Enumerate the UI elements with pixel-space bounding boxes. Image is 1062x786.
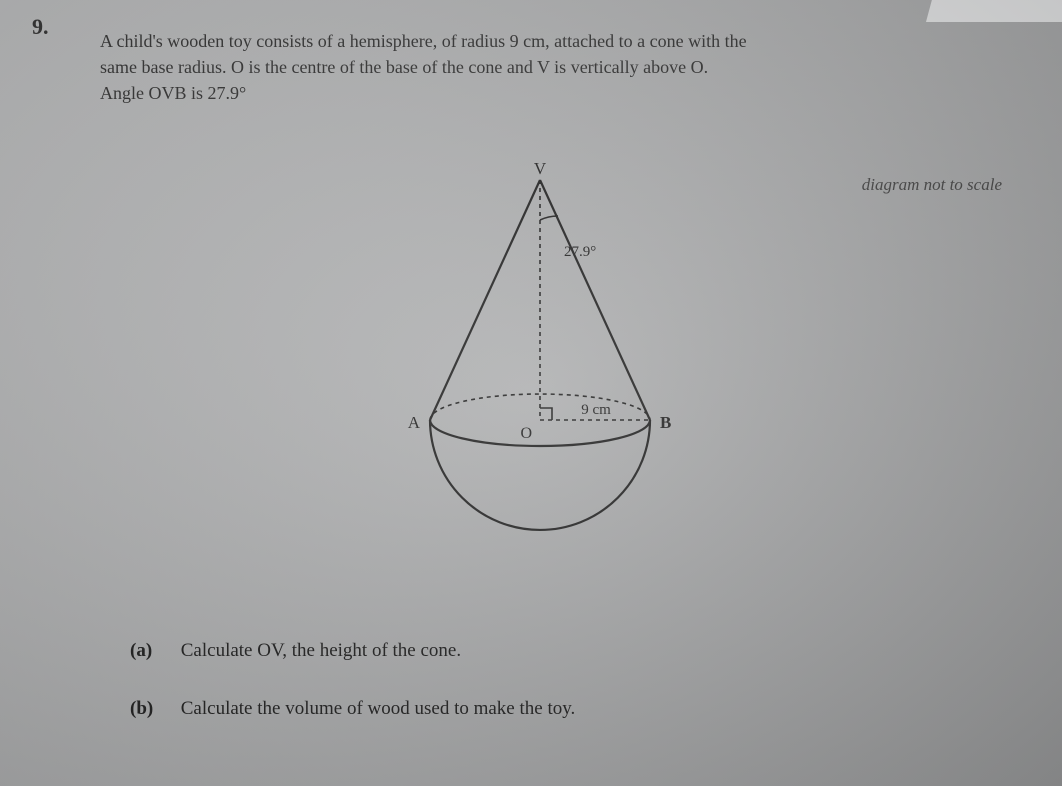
label-b: B <box>660 413 671 432</box>
label-a: A <box>408 413 421 432</box>
page: 9. A child's wooden toy consists of a he… <box>0 0 1062 786</box>
part-b-label: (b) <box>130 698 176 720</box>
question-parts: (a) Calculate OV, the height of the cone… <box>130 640 1002 756</box>
cone-left-edge <box>430 180 540 420</box>
question-number: 9. <box>32 14 49 40</box>
prompt-line-1: A child's wooden toy consists of a hemis… <box>100 31 747 51</box>
diagram-scale-note: diagram not to scale <box>862 175 1002 195</box>
toy-svg: V A B O 27.9° 9 cm <box>380 160 700 580</box>
toy-diagram: V A B O 27.9° 9 cm <box>380 160 700 580</box>
part-b: (b) Calculate the volume of wood used to… <box>130 698 1002 720</box>
label-v: V <box>534 160 547 178</box>
angle-arc <box>540 216 558 220</box>
label-angle: 27.9° <box>564 244 596 260</box>
part-a-label: (a) <box>130 640 176 662</box>
part-a-text: Calculate OV, the height of the cone. <box>181 640 461 661</box>
part-a: (a) Calculate OV, the height of the cone… <box>130 640 1002 662</box>
page-corner-highlight <box>926 0 1062 22</box>
hemisphere-arc <box>430 420 650 530</box>
part-b-text: Calculate the volume of wood used to mak… <box>181 698 576 719</box>
question-prompt: A child's wooden toy consists of a hemis… <box>100 28 1002 106</box>
base-front-arc <box>430 420 650 446</box>
prompt-line-3: Angle OVB is 27.9° <box>100 83 246 103</box>
prompt-line-2: same base radius. O is the centre of the… <box>100 57 708 77</box>
right-angle-mark <box>540 408 552 420</box>
label-radius: 9 cm <box>581 402 611 418</box>
label-o: O <box>520 425 532 442</box>
